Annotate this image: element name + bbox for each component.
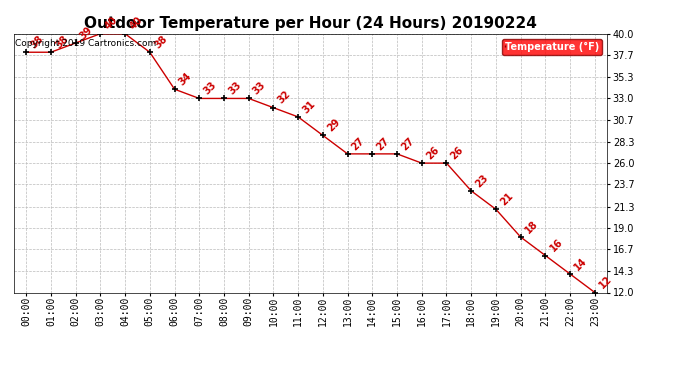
Text: 32: 32 [276, 89, 293, 106]
Text: 33: 33 [201, 80, 218, 97]
Text: 38: 38 [53, 34, 70, 50]
Text: 38: 38 [152, 34, 169, 50]
Text: 33: 33 [251, 80, 268, 97]
Text: 34: 34 [177, 71, 194, 87]
Text: 27: 27 [400, 135, 416, 152]
Text: 27: 27 [350, 135, 366, 152]
Text: 40: 40 [103, 15, 119, 32]
Text: 12: 12 [598, 274, 614, 291]
Text: 39: 39 [78, 24, 95, 41]
Text: Copyright 2019 Cartronics.com: Copyright 2019 Cartronics.com [15, 39, 156, 48]
Text: 29: 29 [326, 117, 342, 134]
Text: 33: 33 [226, 80, 243, 97]
Text: 26: 26 [449, 145, 466, 161]
Text: 38: 38 [29, 34, 46, 50]
Legend: Temperature (°F): Temperature (°F) [502, 39, 602, 54]
Text: 21: 21 [498, 191, 515, 207]
Text: 31: 31 [301, 99, 317, 115]
Text: 23: 23 [474, 172, 491, 189]
Text: 18: 18 [523, 219, 540, 235]
Text: 16: 16 [548, 237, 564, 254]
Text: 26: 26 [424, 145, 441, 161]
Text: 40: 40 [128, 15, 144, 32]
Text: 27: 27 [375, 135, 391, 152]
Title: Outdoor Temperature per Hour (24 Hours) 20190224: Outdoor Temperature per Hour (24 Hours) … [84, 16, 537, 31]
Text: 14: 14 [573, 255, 589, 272]
